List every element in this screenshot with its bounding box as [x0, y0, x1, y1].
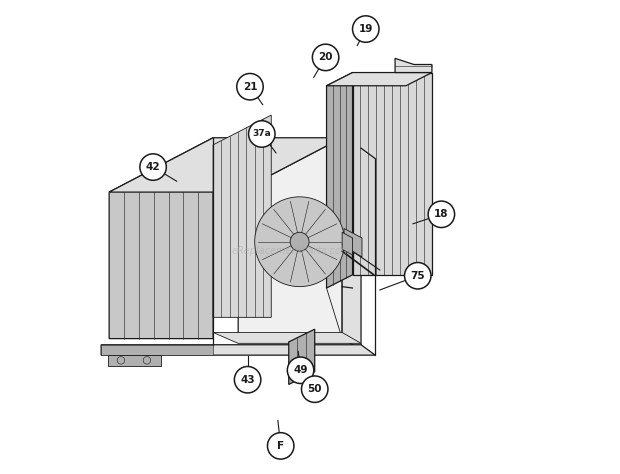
Circle shape: [143, 356, 151, 364]
Polygon shape: [213, 332, 361, 343]
Text: 42: 42: [146, 162, 161, 172]
Polygon shape: [101, 345, 375, 355]
Polygon shape: [109, 138, 213, 338]
Circle shape: [301, 376, 328, 402]
Circle shape: [312, 44, 339, 71]
Circle shape: [353, 16, 379, 42]
Circle shape: [234, 366, 261, 393]
Text: 50: 50: [308, 384, 322, 394]
Polygon shape: [327, 73, 432, 86]
Polygon shape: [289, 329, 315, 384]
Circle shape: [237, 73, 264, 100]
Polygon shape: [213, 115, 271, 318]
Text: 75: 75: [410, 271, 425, 281]
Circle shape: [290, 232, 309, 251]
Text: 49: 49: [293, 365, 308, 375]
Polygon shape: [353, 73, 432, 275]
Text: 20: 20: [318, 53, 333, 63]
Circle shape: [255, 197, 345, 287]
Circle shape: [404, 263, 431, 289]
Text: 18: 18: [434, 210, 449, 219]
Circle shape: [428, 201, 454, 228]
Circle shape: [249, 121, 275, 147]
Polygon shape: [342, 138, 361, 349]
Polygon shape: [108, 355, 161, 365]
Circle shape: [267, 433, 294, 459]
Polygon shape: [342, 232, 353, 255]
Text: F: F: [277, 441, 284, 451]
Polygon shape: [344, 228, 362, 257]
Polygon shape: [395, 58, 432, 73]
Polygon shape: [109, 138, 342, 192]
Text: 43: 43: [241, 375, 255, 385]
Circle shape: [140, 154, 166, 180]
Polygon shape: [327, 73, 353, 288]
Text: eReplacementParts.com: eReplacementParts.com: [231, 246, 351, 256]
Polygon shape: [101, 345, 213, 355]
Polygon shape: [238, 138, 342, 338]
Text: 19: 19: [358, 24, 373, 34]
Text: 21: 21: [242, 82, 257, 91]
Text: 37a: 37a: [252, 129, 271, 138]
Circle shape: [117, 356, 125, 364]
Circle shape: [287, 357, 314, 383]
